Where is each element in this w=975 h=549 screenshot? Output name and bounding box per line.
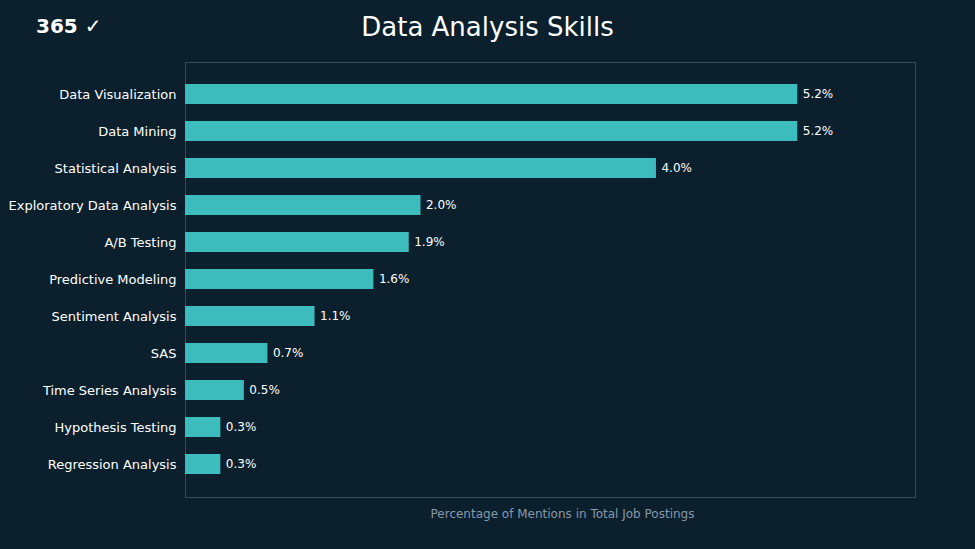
svg-text:Exploratory Data Analysis: Exploratory Data Analysis: [9, 198, 177, 213]
svg-text:0.3%: 0.3%: [226, 457, 256, 471]
html-text:Data Analysis Skills: Data Analysis Skills: [361, 12, 614, 42]
svg-text:0.5%: 0.5%: [249, 383, 280, 397]
svg-text:Data Mining: Data Mining: [98, 124, 176, 139]
svg-text:0.3%: 0.3%: [226, 420, 256, 434]
svg-text:5.2%: 5.2%: [803, 124, 834, 138]
svg-text:1.1%: 1.1%: [320, 309, 351, 323]
svg-text:SAS: SAS: [151, 346, 177, 361]
svg-text:Predictive Modeling: Predictive Modeling: [49, 272, 176, 287]
svg-text:Sentiment Analysis: Sentiment Analysis: [52, 309, 177, 324]
svg-text:Hypothesis Testing: Hypothesis Testing: [54, 420, 176, 435]
svg-text:4.0%: 4.0%: [661, 161, 692, 175]
html-text:365 ✓: 365 ✓: [36, 14, 102, 38]
svg-text:Statistical Analysis: Statistical Analysis: [55, 161, 177, 176]
svg-text:1.9%: 1.9%: [414, 235, 445, 249]
svg-text:A/B Testing: A/B Testing: [104, 235, 176, 250]
svg-text:Time Series Analysis: Time Series Analysis: [42, 383, 177, 398]
svg-text:5.2%: 5.2%: [803, 87, 834, 101]
svg-text:1.6%: 1.6%: [379, 272, 410, 286]
html-text:Percentage of Mentions in Tota: Percentage of Mentions in Total Job Post…: [430, 507, 695, 521]
svg-text:Regression Analysis: Regression Analysis: [48, 457, 177, 472]
svg-text:0.7%: 0.7%: [273, 346, 304, 360]
svg-text:Data Visualization: Data Visualization: [59, 87, 176, 102]
svg-text:2.0%: 2.0%: [426, 198, 457, 212]
